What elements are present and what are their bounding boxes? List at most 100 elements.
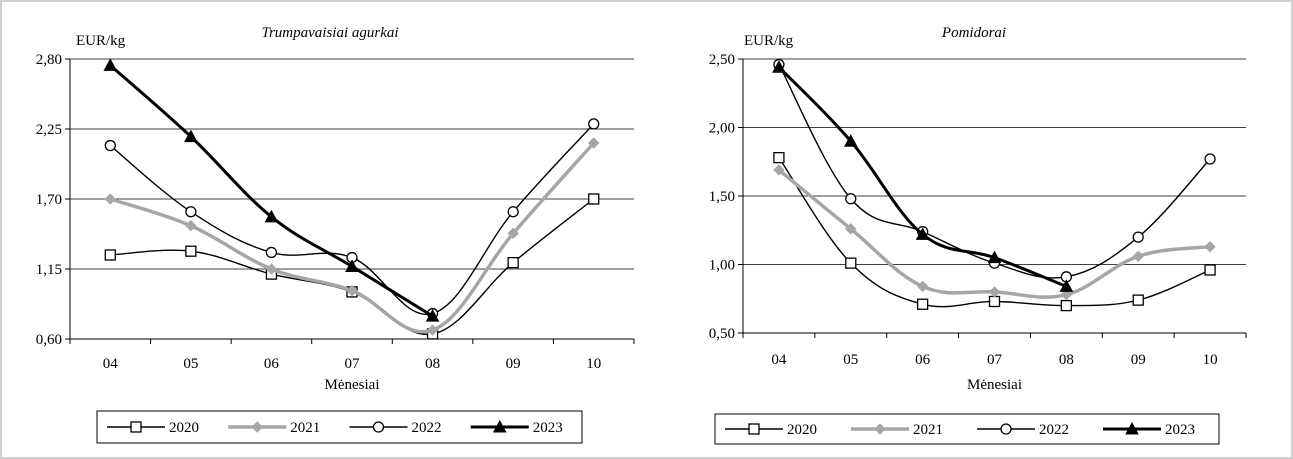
x-tick-label: 10 (1203, 352, 1218, 368)
x-axis-label: Mėnesiai (325, 377, 380, 393)
data-point-2021 (773, 164, 785, 176)
x-tick-label: 04 (771, 352, 787, 368)
data-point-2023 (987, 250, 1002, 264)
data-point-2021 (426, 324, 439, 336)
y-tick-label: 1,00 (709, 258, 735, 274)
x-tick-label: 06 (264, 356, 280, 372)
data-point-2023 (103, 58, 118, 71)
x-tick-label: 09 (1131, 352, 1146, 368)
data-point-2021 (1060, 288, 1073, 301)
data-point-2022 (1204, 153, 1216, 165)
data-point-2023 (184, 129, 198, 143)
chart-title: Pomidorai (941, 25, 1006, 41)
x-tick-label: 05 (843, 352, 858, 368)
y-tick-label: 1,50 (709, 189, 735, 205)
y-tick-label: 0,50 (709, 326, 735, 342)
x-tick-label: 08 (425, 356, 440, 372)
data-point-2021 (845, 223, 857, 235)
y-tick-label: 0,60 (36, 332, 62, 348)
legend-marker-2020 (748, 423, 760, 435)
legend-marker-2023 (492, 419, 507, 433)
legend-label-2020: 2020 (169, 420, 199, 436)
x-tick-label: 05 (183, 356, 198, 372)
data-point-2023 (425, 309, 440, 322)
data-point-2022 (104, 139, 116, 152)
legend-label-2022: 2022 (412, 420, 442, 436)
legend-label-2020: 2020 (787, 422, 817, 438)
legend-label-2023: 2023 (1165, 422, 1195, 438)
data-point-2023 (345, 259, 359, 272)
data-point-2021 (104, 193, 116, 205)
legend-marker-2023 (1125, 421, 1139, 435)
data-point-2022 (588, 118, 600, 130)
legend-marker-2021 (874, 423, 886, 435)
legend-marker-2022 (372, 421, 385, 433)
data-point-2021 (507, 227, 519, 240)
data-point-2020 (773, 151, 785, 164)
legend: 2020 2021 2022 2023 (714, 413, 1220, 445)
data-point-2022 (265, 246, 278, 259)
x-tick-label: 07 (345, 356, 361, 372)
data-point-2020 (507, 256, 519, 269)
data-point-2021 (916, 280, 929, 293)
series-2020 (773, 151, 1216, 312)
y-tick-label: 1,70 (36, 192, 62, 208)
chart-title: Trumpavaisiai agurkai (261, 25, 398, 41)
data-point-2021 (265, 263, 278, 275)
legend-label-2021: 2021 (913, 422, 943, 438)
data-point-2021 (346, 284, 358, 297)
x-tick-label: 10 (586, 356, 601, 372)
series-2022 (104, 118, 600, 320)
series-2023 (103, 58, 440, 322)
tomato-chart: Pomidorai EUR/kg Mėnesiai 0,50 1,00 1,50 2,00 2… (709, 25, 1247, 445)
legend-label-2022: 2022 (1039, 422, 1069, 438)
legend-box (96, 410, 583, 444)
y-tick-label: 2,25 (36, 122, 62, 138)
data-point-2020 (588, 193, 600, 205)
data-point-2021 (988, 286, 1001, 298)
data-point-2023 (264, 209, 279, 223)
x-tick-label: 04 (103, 356, 119, 372)
series-2023 (772, 60, 1074, 292)
data-point-2023 (1059, 279, 1074, 292)
x-tick-label: 06 (915, 352, 931, 368)
data-point-2022 (185, 206, 197, 218)
y-tick-label: 1,15 (36, 262, 62, 278)
y-axis-label: EUR/kg (744, 33, 794, 49)
data-point-2020 (1060, 299, 1073, 312)
data-point-2023 (843, 134, 858, 147)
legend-marker-2020 (130, 421, 142, 433)
data-point-2022 (845, 193, 857, 205)
data-point-2020 (845, 257, 857, 269)
data-point-2020 (916, 298, 929, 310)
data-point-2021 (1204, 240, 1216, 253)
legend-marker-2021 (251, 421, 263, 433)
series-line-2023 (777, 66, 1067, 288)
data-point-2023 (915, 227, 930, 240)
x-tick-label: 09 (506, 356, 521, 372)
data-point-2021 (588, 137, 600, 149)
y-tick-label: 2,00 (709, 121, 735, 137)
x-tick-label: 08 (1059, 352, 1074, 368)
series-2021 (104, 137, 600, 336)
data-point-2022 (507, 206, 519, 218)
data-point-2021 (185, 220, 197, 232)
data-point-2020 (1204, 264, 1216, 276)
y-axis-label: EUR/kg (76, 33, 126, 49)
data-point-2020 (988, 295, 1001, 308)
data-point-2022 (1132, 231, 1144, 243)
legend-marker-2022 (1000, 423, 1012, 435)
data-point-2020 (185, 245, 197, 257)
data-point-2021 (1132, 250, 1144, 262)
x-axis-label: Mėnesiai (967, 377, 1022, 393)
x-tick-label: 07 (987, 352, 1003, 368)
legend: 2020 2021 2022 2023 (96, 410, 583, 444)
data-point-2023 (772, 60, 786, 73)
legend-label-2023: 2023 (533, 420, 563, 436)
cucumber-chart: Trumpavaisiai agurkai EUR/kg Mėnesiai 0,60 1… (36, 25, 635, 444)
data-point-2020 (104, 249, 116, 261)
y-tick-label: 2,80 (36, 52, 62, 68)
legend-label-2021: 2021 (290, 420, 320, 436)
y-tick-label: 2,50 (709, 52, 735, 68)
